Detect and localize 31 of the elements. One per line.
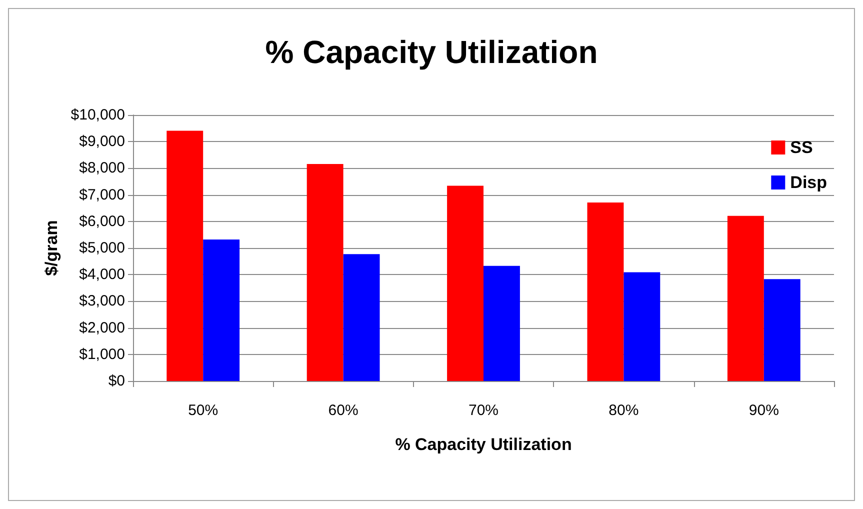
bar xyxy=(727,216,764,381)
y-tick-label: $0 xyxy=(108,372,125,390)
bar xyxy=(306,164,344,381)
x-tick-label: 60% xyxy=(328,402,358,419)
x-tick-label: 90% xyxy=(748,402,779,419)
x-tick-label: 50% xyxy=(188,402,218,419)
bar xyxy=(764,279,800,381)
x-axis-title: % Capacity Utilization xyxy=(395,435,572,454)
y-axis-title: $/gram xyxy=(42,220,61,276)
y-tick-label: $1,000 xyxy=(79,346,125,363)
x-tick-label: 80% xyxy=(608,402,639,419)
chart-title: % Capacity Utilization xyxy=(265,34,598,70)
legend-label: SS xyxy=(790,138,813,157)
y-tick-label: $9,000 xyxy=(79,133,125,150)
y-tick-label: $5,000 xyxy=(79,240,125,256)
legend-label: Disp xyxy=(790,173,828,192)
bar xyxy=(343,254,380,381)
y-tick-label: $2,000 xyxy=(79,319,125,336)
y-tick-label: $8,000 xyxy=(79,160,125,177)
x-tick-label: 70% xyxy=(468,402,499,419)
bar xyxy=(587,202,624,381)
y-tick-label: $10,000 xyxy=(70,106,125,124)
bar xyxy=(203,239,240,381)
bar xyxy=(166,130,204,381)
y-tick-label: $6,000 xyxy=(79,212,125,230)
bar xyxy=(447,186,484,381)
bar xyxy=(624,272,660,381)
y-tick-label: $3,000 xyxy=(79,292,125,310)
bar xyxy=(484,266,520,381)
y-tick-label: $7,000 xyxy=(79,186,125,204)
y-tick-label: $4,000 xyxy=(79,266,125,284)
